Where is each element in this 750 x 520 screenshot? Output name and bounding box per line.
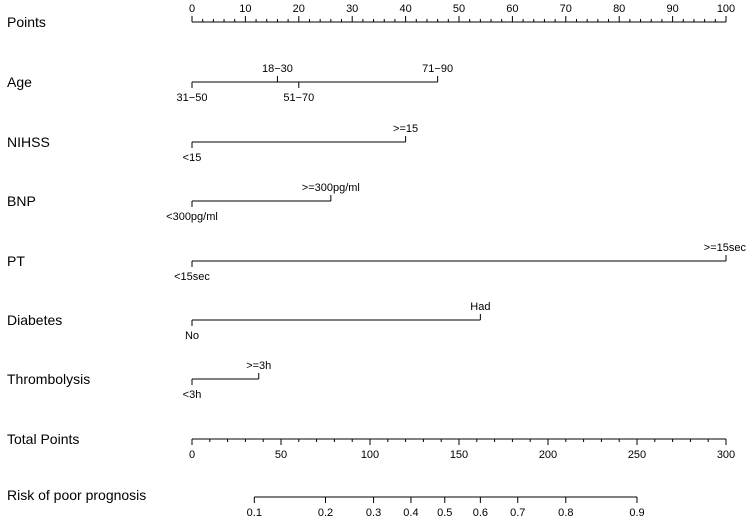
total-points-tick-label: 250 <box>628 449 646 461</box>
age-level-label: 31−50 <box>177 92 208 104</box>
points-tick-label: 30 <box>346 3 358 15</box>
diabetes-row-label: Diabetes <box>7 312 62 328</box>
points-tick-label: 60 <box>506 3 518 15</box>
risk-tick-label: 0.2 <box>318 507 333 519</box>
total-points-tick-label: 100 <box>361 449 379 461</box>
points-tick-label: 20 <box>293 3 305 15</box>
points-tick-label: 100 <box>717 3 735 15</box>
bnp-row-label: BNP <box>7 193 36 209</box>
risk-tick-label: 0.1 <box>247 507 262 519</box>
points-tick-label: 40 <box>399 3 411 15</box>
nihss-row-label: NIHSS <box>7 134 50 150</box>
risk-axis-label: Risk of poor prognosis <box>7 487 146 503</box>
total-points-tick-label: 300 <box>717 449 735 461</box>
age-level-label: 51−70 <box>283 92 314 104</box>
points-tick-label: 90 <box>666 3 678 15</box>
thrombolysis-level-label: <3h <box>183 389 202 401</box>
total-points-tick-label: 50 <box>275 449 287 461</box>
thrombolysis-row-label: Thrombolysis <box>7 371 90 387</box>
pt-level-label: >=15sec <box>704 242 747 254</box>
points-tick-label: 50 <box>453 3 465 15</box>
nihss-level-label: >=15 <box>393 123 418 135</box>
points-tick-label: 70 <box>560 3 572 15</box>
age-level-label: 71−90 <box>422 63 453 75</box>
bnp-level-label: >=300pg/ml <box>302 182 360 194</box>
bnp-level-label: <300pg/ml <box>166 211 218 223</box>
total-points-tick-label: 0 <box>189 449 195 461</box>
risk-tick-label: 0.8 <box>558 507 573 519</box>
risk-tick-label: 0.6 <box>473 507 488 519</box>
points-tick-label: 10 <box>239 3 251 15</box>
age-level-label: 18−30 <box>262 63 293 75</box>
risk-tick-label: 0.3 <box>366 507 381 519</box>
points-tick-label: 80 <box>613 3 625 15</box>
total-points-tick-label: 150 <box>450 449 468 461</box>
total-points-axis-label: Total Points <box>7 431 79 447</box>
risk-tick-label: 0.7 <box>510 507 525 519</box>
risk-tick-label: 0.5 <box>437 507 452 519</box>
nihss-level-label: <15 <box>183 152 202 164</box>
risk-tick-label: 0.9 <box>629 507 644 519</box>
points-axis-label: Points <box>7 14 46 30</box>
pt-row-label: PT <box>7 253 25 269</box>
thrombolysis-level-label: >=3h <box>246 360 271 372</box>
points-tick-label: 0 <box>189 3 195 15</box>
risk-tick-label: 0.4 <box>403 507 418 519</box>
diabetes-level-label: Had <box>470 301 490 313</box>
total-points-tick-label: 200 <box>539 449 557 461</box>
pt-level-label: <15sec <box>174 271 210 283</box>
age-row-label: Age <box>7 74 32 90</box>
diabetes-level-label: No <box>185 330 199 342</box>
